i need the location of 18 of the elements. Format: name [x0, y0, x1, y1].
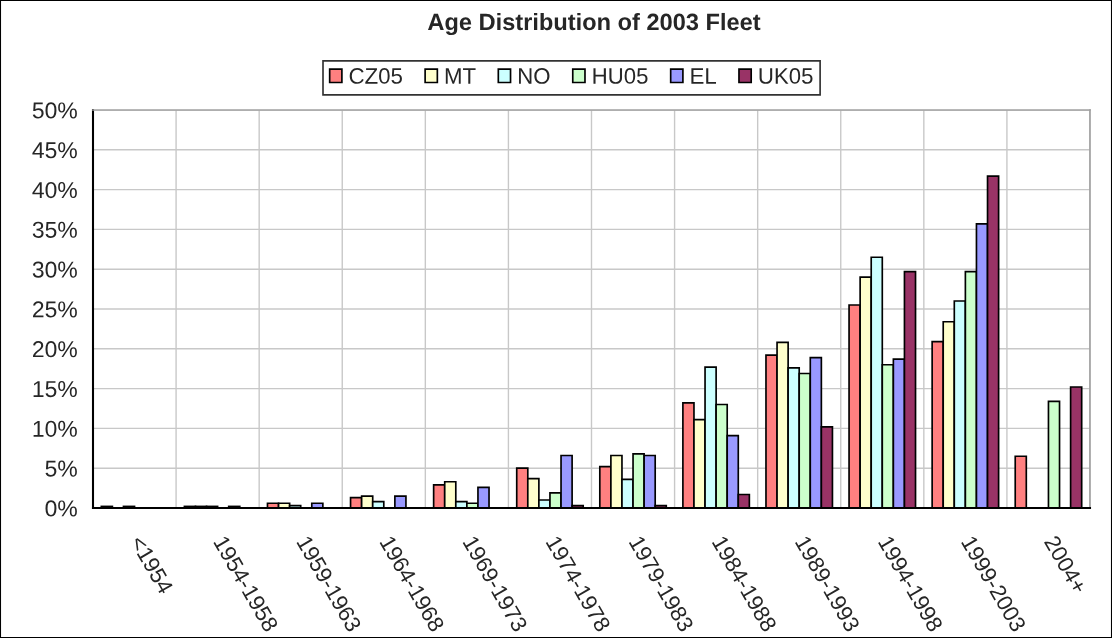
legend-label: EL [691, 68, 717, 84]
legend-label: MT [445, 68, 476, 84]
y-tick-label: 20% [33, 341, 77, 358]
y-tick-label: 0% [45, 500, 77, 517]
y-tick-label: 45% [32, 142, 77, 159]
y-tick-label: 15% [33, 381, 77, 398]
legend-label: UK05 [759, 68, 813, 84]
legend-label: NO [519, 68, 550, 84]
y-tick-label: 40% [32, 181, 77, 199]
y-tick-label: 10% [33, 420, 77, 437]
y-tick-label: 35% [32, 221, 77, 238]
y-tick-label: 50% [32, 102, 77, 119]
y-tick-label: 25% [33, 301, 77, 318]
y-tick-label: 5% [45, 460, 77, 477]
chart-title: Age Distribution of 2003 Fleet [427, 12, 761, 36]
legend-label: CZ05 [349, 68, 402, 84]
y-tick-label: 30% [32, 261, 77, 278]
legend-label: HU05 [593, 68, 648, 84]
